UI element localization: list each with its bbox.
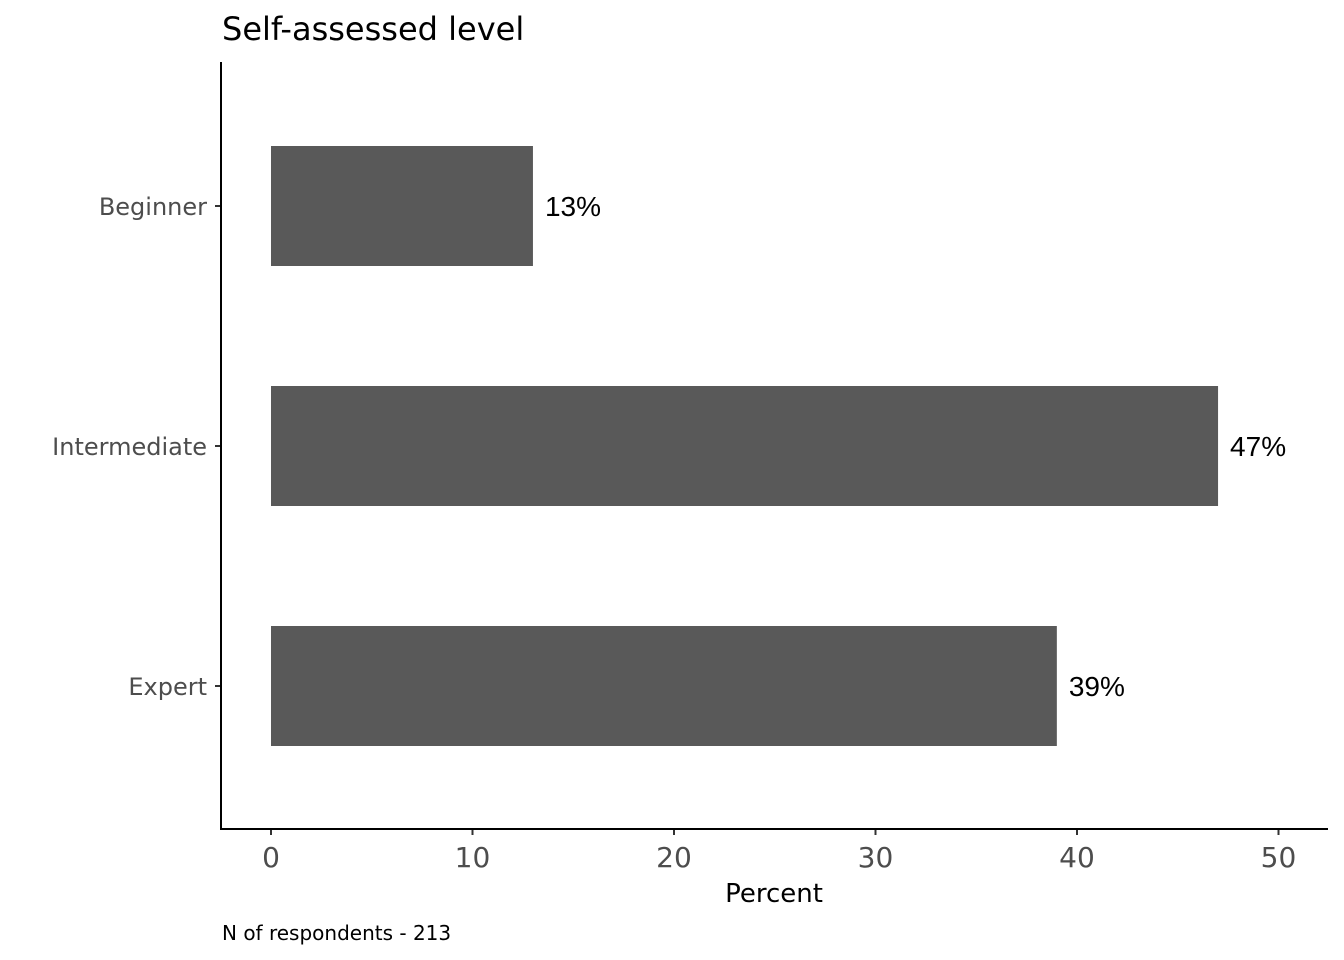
x-tick-label: 10 [455, 841, 491, 874]
bar-expert [271, 626, 1057, 746]
y-tick-label-beginner: Beginner [99, 193, 207, 221]
x-tick-label: 40 [1059, 841, 1095, 874]
data-label-expert: 39% [1069, 671, 1125, 702]
x-axis: 0 10 20 30 40 50 [262, 829, 1296, 874]
bar-intermediate [271, 386, 1219, 506]
x-tick-label: 30 [858, 841, 894, 874]
y-axis: Beginner Intermediate Expert [52, 193, 221, 701]
x-tick-label: 0 [262, 841, 280, 874]
bars-layer [271, 146, 1219, 746]
data-label-beginner: 13% [545, 191, 601, 222]
data-label-intermediate: 47% [1230, 431, 1286, 462]
data-labels-layer: 13% 47% 39% [545, 191, 1286, 702]
x-tick-label: 20 [656, 841, 692, 874]
x-axis-title: Percent [725, 879, 823, 909]
bar-beginner [271, 146, 533, 266]
y-tick-label-expert: Expert [128, 673, 207, 701]
chart-title: Self-assessed level [222, 10, 524, 48]
x-tick-label: 50 [1261, 841, 1297, 874]
chart-caption: N of respondents - 213 [222, 921, 451, 945]
y-tick-label-intermediate: Intermediate [52, 433, 207, 461]
